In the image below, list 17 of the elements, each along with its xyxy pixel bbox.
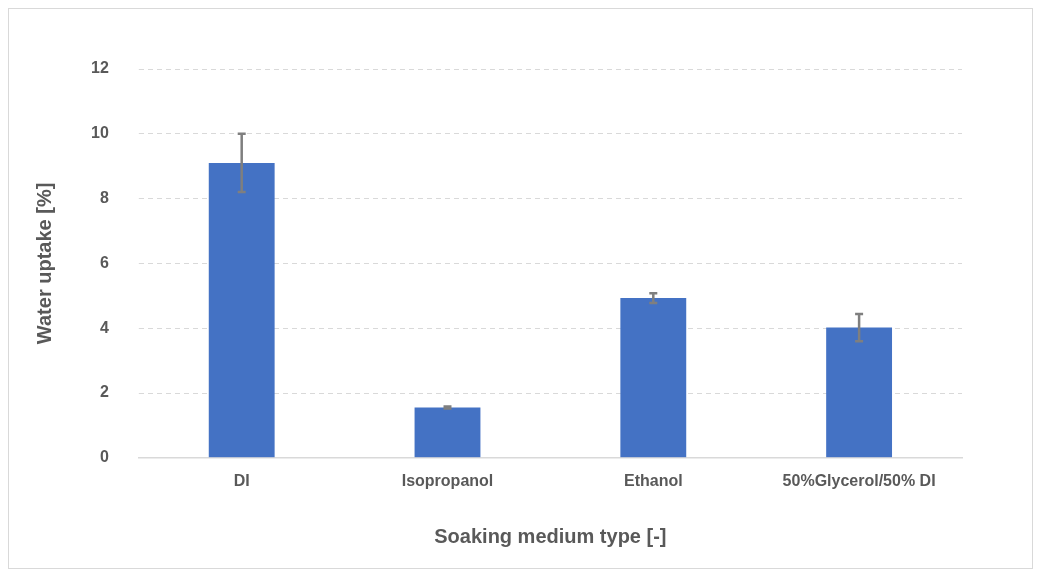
x-tick-label: Isopropanol (401, 471, 494, 489)
bar (826, 327, 893, 458)
y-tick-label: 10 (91, 124, 109, 142)
bar (620, 298, 687, 458)
x-tick-label: Ethanol (623, 471, 683, 489)
bar (208, 162, 275, 458)
y-tick-label: 0 (99, 448, 109, 466)
y-axis-title: Water uptake [%] (32, 182, 55, 345)
y-tick-label: 12 (91, 59, 109, 77)
x-tick-label: DI (233, 471, 250, 489)
x-tick-label: 50%Glycerol/50% DI (782, 471, 936, 489)
bar (414, 407, 481, 458)
y-tick-label: 8 (99, 189, 109, 207)
x-axis-title: Soaking medium type [-] (434, 524, 667, 547)
y-tick-label: 4 (99, 318, 109, 336)
y-tick-label: 2 (99, 383, 109, 401)
y-tick-label: 6 (99, 253, 109, 271)
